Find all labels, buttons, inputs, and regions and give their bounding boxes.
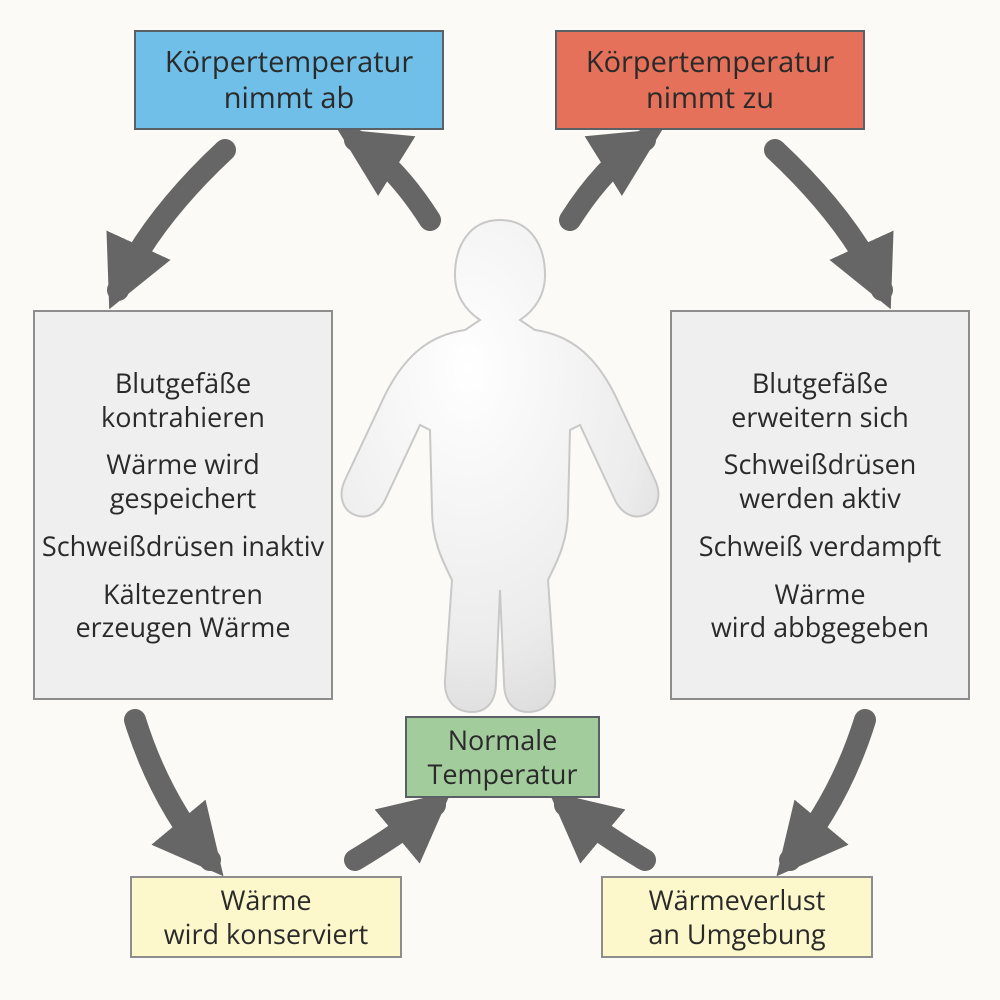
box-hot-response: Blutgefäßeerweitern sich Schweißdrüsenwer… bbox=[670, 310, 970, 700]
arrow-cold-mid-to-bot bbox=[135, 720, 210, 860]
arrow-hot-bot-to-center bbox=[565, 805, 645, 860]
arrow-center-to-hot-top bbox=[570, 140, 645, 220]
box-heat-loss: Wärmeverlustan Umgebung bbox=[601, 876, 873, 958]
box-text-line: Schweiß verdampft bbox=[699, 529, 941, 563]
box-text-line: Schweißdrüsen inaktiv bbox=[42, 529, 324, 563]
box-text-line: Körpertemperatur bbox=[586, 44, 834, 80]
box-text-line: Temperatur bbox=[428, 757, 578, 791]
box-text-line: wird konserviert bbox=[164, 917, 368, 951]
box-heat-conserved: Wärmewird konserviert bbox=[130, 876, 402, 958]
box-text-line: Blutgefäße bbox=[752, 366, 888, 400]
arrow-hot-top-to-mid bbox=[775, 150, 882, 290]
box-text-line: Wärme bbox=[220, 883, 311, 917]
box-text-line: gespeichert bbox=[110, 481, 257, 515]
arrow-hot-mid-to-bot bbox=[790, 720, 865, 860]
box-text-line: erzeugen Wärme bbox=[75, 610, 290, 644]
arrow-cold-bot-to-center bbox=[355, 805, 435, 860]
box-text-line: Normale bbox=[448, 723, 558, 757]
box-text-line: Körpertemperatur bbox=[165, 44, 413, 80]
box-text-line: nimmt ab bbox=[224, 80, 355, 116]
box-text-line: Wärmeverlust bbox=[649, 883, 826, 917]
box-cold-response: Blutgefäßekontrahieren Wärme wirdgespeich… bbox=[33, 310, 333, 700]
arrow-cold-top-to-mid bbox=[118, 150, 225, 290]
box-text-line: wird abbgegeben bbox=[711, 610, 929, 644]
box-text-line: erweitern sich bbox=[731, 400, 909, 434]
box-text-line: Schweißdrüsen bbox=[724, 447, 917, 481]
box-text-line: Wärme bbox=[774, 577, 865, 611]
box-text-line: nimmt zu bbox=[646, 80, 774, 116]
box-text-line: Kältezentren bbox=[103, 577, 263, 611]
arrow-center-to-cold-top bbox=[355, 140, 430, 220]
box-text-line: Blutgefäße bbox=[115, 366, 251, 400]
box-text-line: werden aktiv bbox=[739, 481, 901, 515]
box-normal-temp: NormaleTemperatur bbox=[405, 716, 600, 798]
box-text-line: kontrahieren bbox=[101, 400, 265, 434]
box-text-line: Wärme wird bbox=[106, 447, 259, 481]
box-text-line: an Umgebung bbox=[648, 917, 825, 951]
human-figure bbox=[342, 220, 659, 712]
box-temp-decrease: Körpertemperaturnimmt ab bbox=[134, 30, 444, 130]
box-temp-increase: Körpertemperaturnimmt zu bbox=[555, 30, 865, 130]
